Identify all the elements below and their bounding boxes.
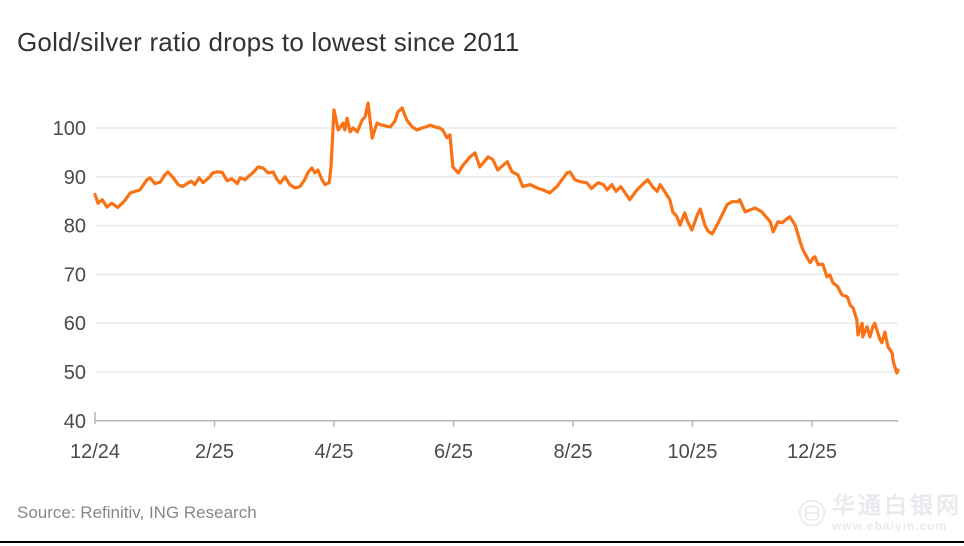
y-tick-label: 60	[64, 313, 86, 335]
y-tick-label: 100	[53, 118, 86, 140]
source-note: Source: Refinitiv, ING Research	[17, 503, 257, 522]
page-title: Gold/silver ratio drops to lowest since …	[17, 27, 520, 57]
y-tick-label: 70	[64, 264, 86, 286]
x-tick-label: 6/25	[434, 441, 473, 463]
x-tick-label: 4/25	[315, 441, 354, 463]
y-tick-label: 40	[64, 411, 86, 433]
y-tick-label: 50	[64, 362, 86, 384]
x-tick-label: 12/24	[70, 441, 120, 463]
y-tick-label: 90	[64, 167, 86, 189]
series-line	[93, 101, 900, 375]
x-tick-label: 2/25	[195, 441, 234, 463]
x-tick-label: 10/25	[667, 441, 717, 463]
x-tick-label: 8/25	[554, 441, 593, 463]
x-tick-label: 12/25	[787, 441, 837, 463]
bottom-divider	[0, 541, 964, 543]
y-tick-label: 80	[64, 216, 86, 238]
